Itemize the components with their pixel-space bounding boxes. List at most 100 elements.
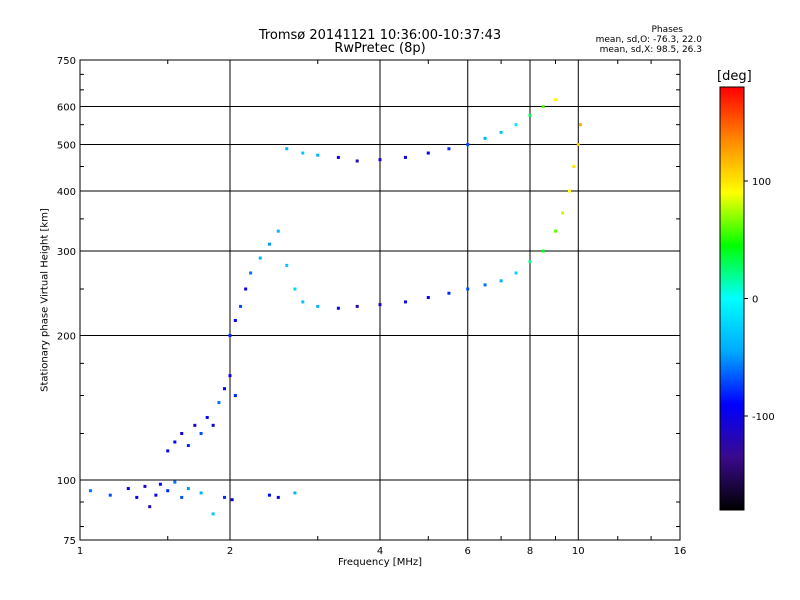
data-point — [223, 387, 227, 391]
colorbar-tick-label: -100 — [752, 412, 775, 423]
colorbar-tick-label: 100 — [752, 177, 771, 188]
data-point — [528, 260, 532, 264]
data-point — [186, 444, 190, 448]
data-point — [285, 263, 289, 267]
data-point — [466, 287, 470, 291]
x-tick-label: 8 — [527, 546, 533, 557]
data-point — [233, 318, 237, 322]
data-point — [126, 487, 130, 491]
data-point — [108, 493, 112, 497]
data-point — [499, 279, 503, 283]
data-point — [193, 423, 197, 427]
data-point — [143, 484, 147, 488]
data-point — [355, 304, 359, 308]
data-point — [355, 159, 359, 163]
y-tick-label: 100 — [57, 476, 76, 487]
data-point — [186, 487, 190, 491]
x-tick-label: 16 — [674, 546, 687, 557]
data-point — [293, 491, 297, 495]
data-point — [223, 495, 227, 499]
y-tick-label: 750 — [57, 56, 76, 67]
data-point — [230, 498, 234, 502]
data-point — [447, 291, 451, 295]
y-tick-label: 75 — [63, 536, 76, 547]
data-point — [199, 432, 203, 436]
data-point — [553, 98, 557, 102]
data-point — [285, 147, 289, 151]
data-point — [173, 480, 177, 484]
data-point — [276, 229, 280, 233]
data-point — [244, 287, 248, 291]
data-point — [514, 271, 518, 275]
colorbar-tick-label: 0 — [752, 295, 758, 306]
data-point — [228, 374, 232, 378]
data-point — [572, 164, 576, 168]
stats-o-mode: mean, sd,O: -76.3, 22.0 — [595, 35, 702, 45]
colorbar — [719, 86, 745, 511]
data-point — [267, 493, 271, 497]
chart-subtitle: RwPretec (8p) — [334, 41, 426, 56]
data-point — [336, 306, 340, 310]
data-point — [561, 211, 565, 215]
data-point — [228, 334, 232, 338]
data-point — [148, 505, 152, 509]
data-point — [378, 303, 382, 307]
data-point — [301, 300, 305, 304]
x-tick-label: 10 — [572, 546, 585, 557]
x-tick-label: 1 — [77, 546, 83, 557]
data-point — [514, 123, 518, 127]
data-point — [293, 287, 297, 291]
data-point — [217, 401, 221, 405]
data-point — [499, 130, 503, 134]
data-point — [89, 489, 93, 493]
data-point — [211, 512, 215, 516]
data-point — [483, 283, 487, 287]
data-point — [258, 256, 262, 260]
stats-x-mode: mean, sd,X: 98.5, 26.3 — [599, 45, 702, 55]
data-point — [466, 143, 470, 147]
data-point — [426, 151, 430, 155]
y-tick-label: 600 — [57, 103, 76, 114]
data-point — [447, 147, 451, 151]
data-point — [336, 155, 340, 159]
data-point — [578, 123, 582, 127]
data-point — [276, 495, 280, 499]
data-point — [211, 423, 215, 427]
data-point — [576, 143, 580, 147]
data-point — [173, 440, 177, 444]
data-point — [205, 415, 209, 419]
data-point — [553, 229, 557, 233]
data-point — [316, 304, 320, 308]
x-tick-label: 4 — [377, 546, 383, 557]
data-point — [378, 158, 382, 162]
data-point — [249, 271, 253, 275]
x-tick-label: 2 — [227, 546, 233, 557]
data-point — [541, 249, 545, 253]
y-tick-label: 500 — [57, 141, 76, 152]
x-axis-label: Frequency [MHz] — [337, 557, 423, 568]
data-point — [541, 105, 545, 109]
data-point — [426, 296, 430, 300]
data-point — [567, 189, 571, 193]
data-point — [267, 242, 271, 246]
y-tick-label: 300 — [57, 247, 76, 258]
data-point — [233, 394, 237, 398]
data-point — [166, 449, 170, 453]
data-point — [239, 304, 243, 308]
data-point — [158, 482, 162, 486]
data-point — [403, 300, 407, 304]
data-point — [135, 495, 139, 499]
data-point — [403, 155, 407, 159]
colorbar-label: [deg] — [717, 69, 752, 84]
y-tick-label: 400 — [57, 187, 76, 198]
data-point — [154, 493, 158, 497]
y-tick-label: 200 — [57, 332, 76, 343]
data-point — [166, 489, 170, 493]
data-point — [199, 491, 203, 495]
data-point — [528, 113, 532, 117]
data-point — [316, 153, 320, 157]
stats-heading: Phases — [651, 25, 683, 35]
data-point — [301, 151, 305, 155]
data-point — [180, 495, 184, 499]
